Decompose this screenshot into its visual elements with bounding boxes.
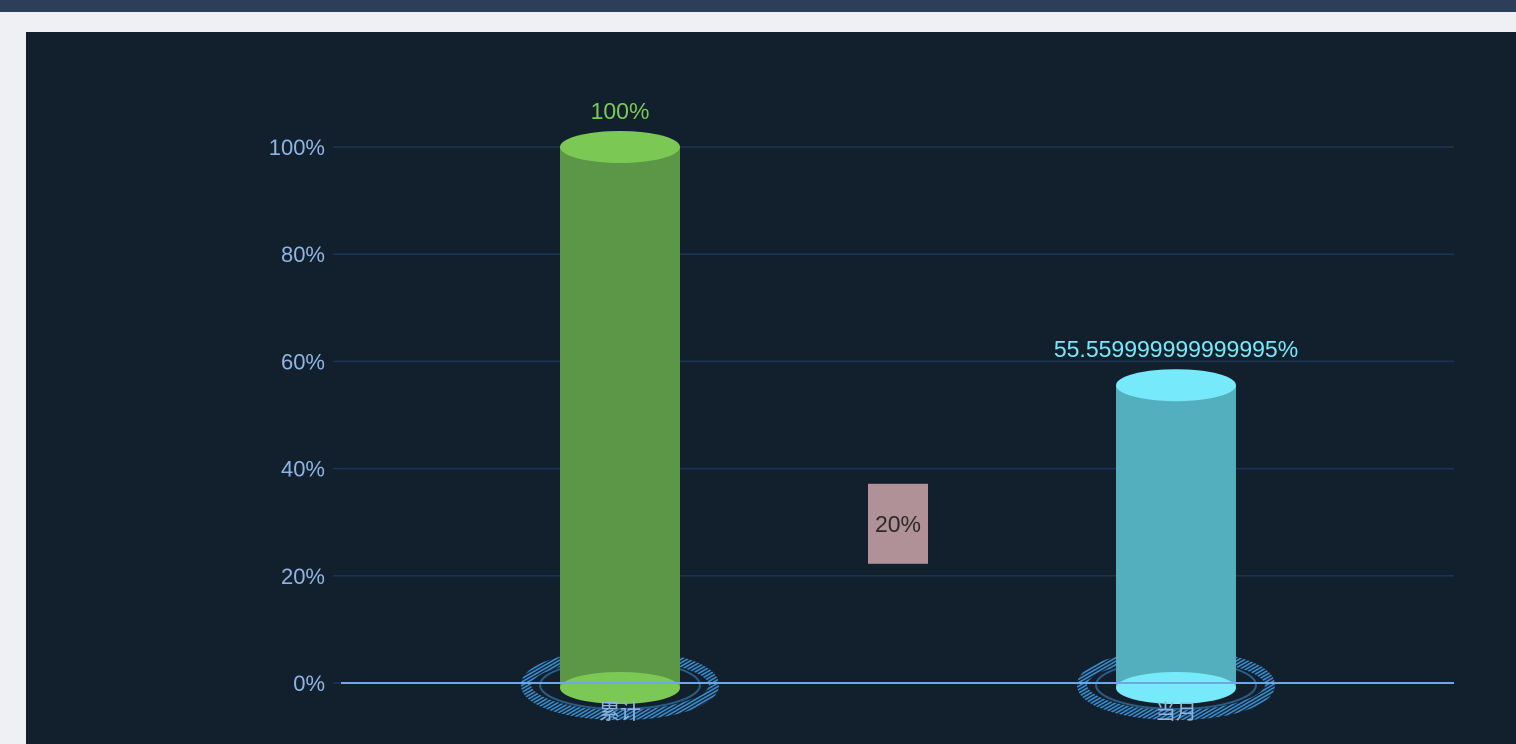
y-axis-ticks: 0% 20% 40% 60% 80% 100% bbox=[269, 135, 325, 696]
x-category-label: 累计 bbox=[599, 701, 641, 724]
bar bbox=[560, 147, 680, 688]
grid-lines bbox=[333, 146, 1454, 684]
y-tick-label: 100% bbox=[269, 135, 325, 160]
data-label: 55.559999999999995% bbox=[1054, 336, 1298, 362]
chart-panel: 0% 20% 40% 60% 80% 100% 累计 当月 100% 55.559999999… bbox=[26, 32, 1516, 744]
y-tick-label: 20% bbox=[281, 564, 325, 589]
x-axis-categories: 累计 当月 bbox=[599, 701, 1197, 724]
bar-top-cap bbox=[560, 131, 680, 163]
y-tick-label: 0% bbox=[293, 671, 325, 696]
y-tick-label: 60% bbox=[281, 349, 325, 374]
marker-label: 20% bbox=[875, 511, 921, 537]
marker-box bbox=[868, 483, 928, 564]
y-tick-label: 40% bbox=[281, 457, 325, 482]
bar-top-cap bbox=[1116, 369, 1236, 402]
marker: 20% bbox=[868, 483, 928, 564]
markers: 20% bbox=[868, 483, 928, 564]
x-category-label: 当月 bbox=[1155, 701, 1197, 724]
bar-chart: 0% 20% 40% 60% 80% 100% 累计 当月 100% 55.559999999… bbox=[269, 98, 1454, 724]
top-bar bbox=[0, 0, 1516, 12]
bar bbox=[1116, 385, 1236, 688]
bar-bottom-cap bbox=[560, 672, 680, 704]
bars bbox=[560, 131, 1236, 704]
data-label: 100% bbox=[591, 98, 650, 124]
bar-bottom-cap bbox=[1116, 672, 1236, 704]
y-tick-label: 80% bbox=[281, 242, 325, 267]
data-labels: 100% 55.559999999999995% bbox=[591, 98, 1299, 362]
